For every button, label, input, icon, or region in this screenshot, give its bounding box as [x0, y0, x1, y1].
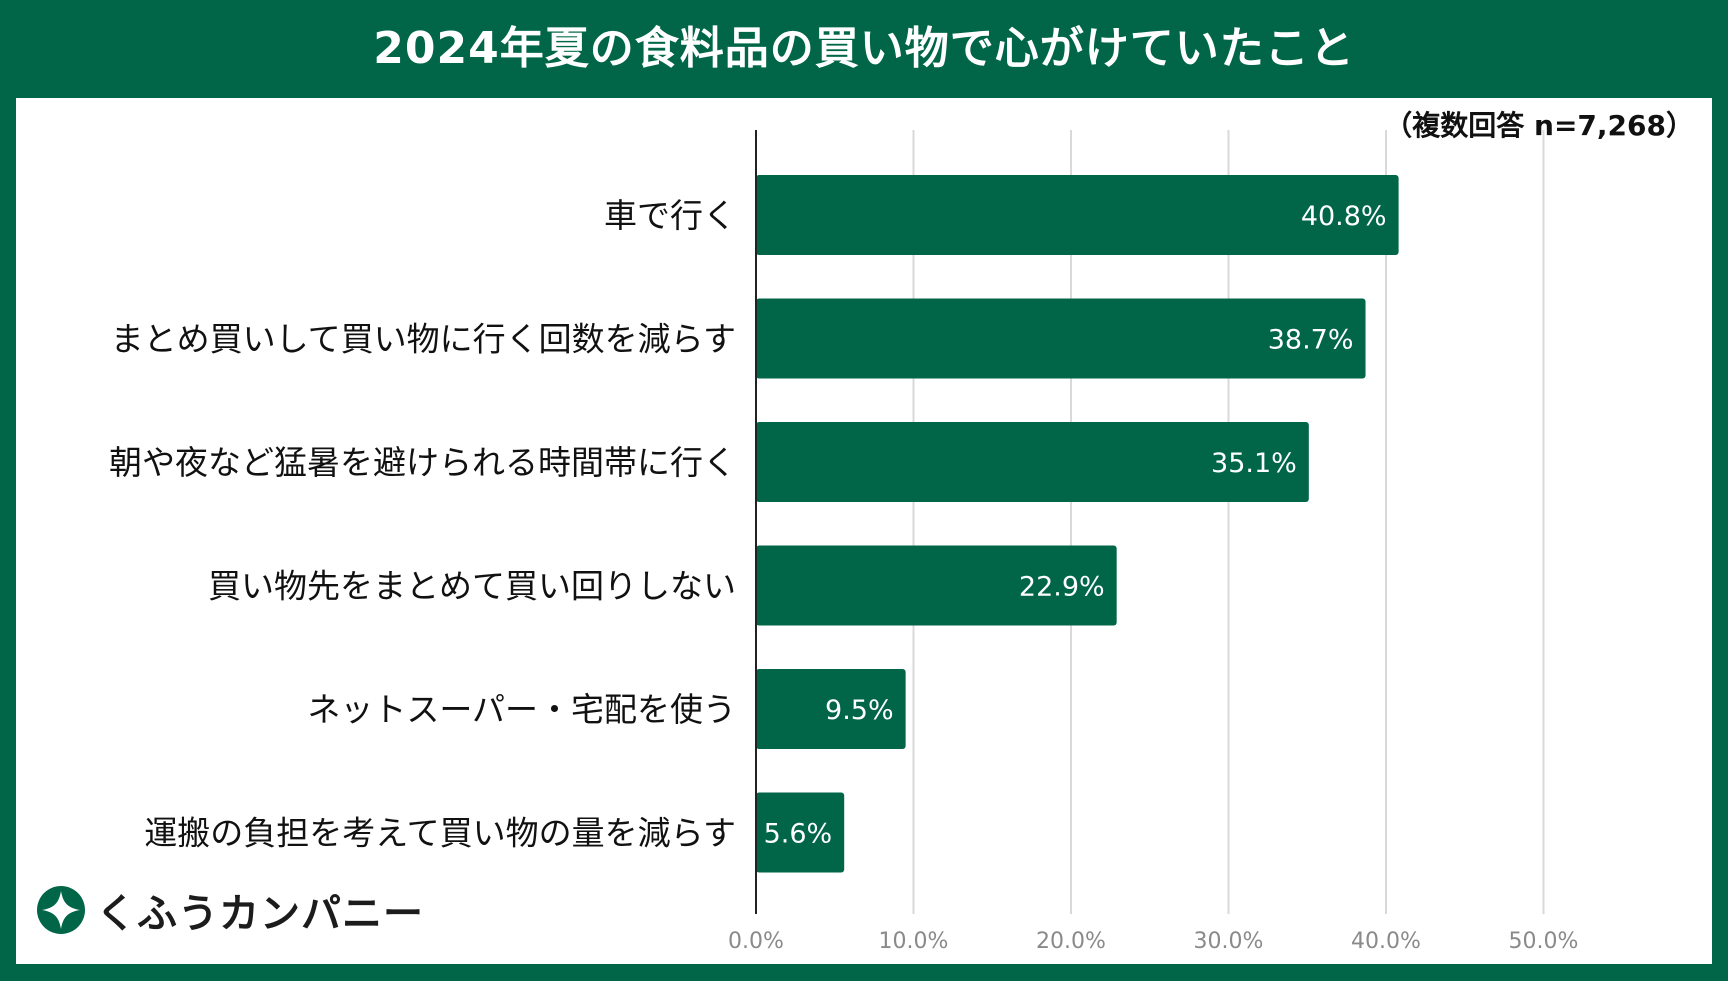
bar [756, 545, 1117, 626]
category-labels: 車で行くまとめ買いして買い物に行く回数を減らす朝や夜など猛暑を避けられる時間帯に… [109, 196, 736, 853]
x-tick-label: 10.0% [879, 929, 949, 954]
value-label: 38.7% [1268, 325, 1354, 356]
value-labels: 40.8% 38.7% 35.1% 22.9% 9.5% 5.6% [764, 201, 1387, 850]
bars [756, 175, 1399, 873]
bar [756, 175, 1399, 255]
x-tick-label: 40.0% [1351, 929, 1421, 954]
value-label: 40.8% [1301, 201, 1387, 232]
chart-title: 2024年夏の食料品の買い物で心がけていたこと [373, 23, 1355, 74]
value-label: 22.9% [1019, 572, 1105, 603]
category-label: 運搬の負担を考えて買い物の量を減らす [144, 814, 736, 853]
kufu-star-icon [37, 886, 85, 934]
company-logo: くふうカンパニー [36, 882, 424, 938]
bar [756, 792, 845, 873]
bar [756, 298, 1366, 379]
value-label: 9.5% [825, 695, 894, 726]
x-tick-label: 30.0% [1194, 929, 1264, 954]
x-tick-labels: 0.0% 10.0% 20.0% 30.0% 40.0% 50.0% [728, 929, 1578, 954]
x-tick-label: 0.0% [728, 929, 784, 954]
category-label: 車で行く [604, 196, 736, 235]
category-label: ネットスーパー・宅配を使う [307, 690, 736, 729]
logo-text: くふうカンパニー [96, 891, 424, 937]
x-tick-label: 50.0% [1509, 929, 1579, 954]
gridlines [912, 130, 1545, 914]
category-label: 買い物先をまとめて買い回りしない [208, 567, 736, 606]
bar [756, 669, 906, 749]
value-label: 5.6% [764, 819, 833, 850]
sample-note: （複数回答 n=7,268） [1384, 109, 1694, 142]
category-label: 朝や夜など猛暑を避けられる時間帯に行く [109, 443, 736, 482]
value-label: 35.1% [1211, 448, 1297, 479]
category-label: まとめ買いして買い物に行く回数を減らす [111, 320, 736, 359]
bar [756, 422, 1309, 502]
x-tick-label: 20.0% [1036, 929, 1106, 954]
